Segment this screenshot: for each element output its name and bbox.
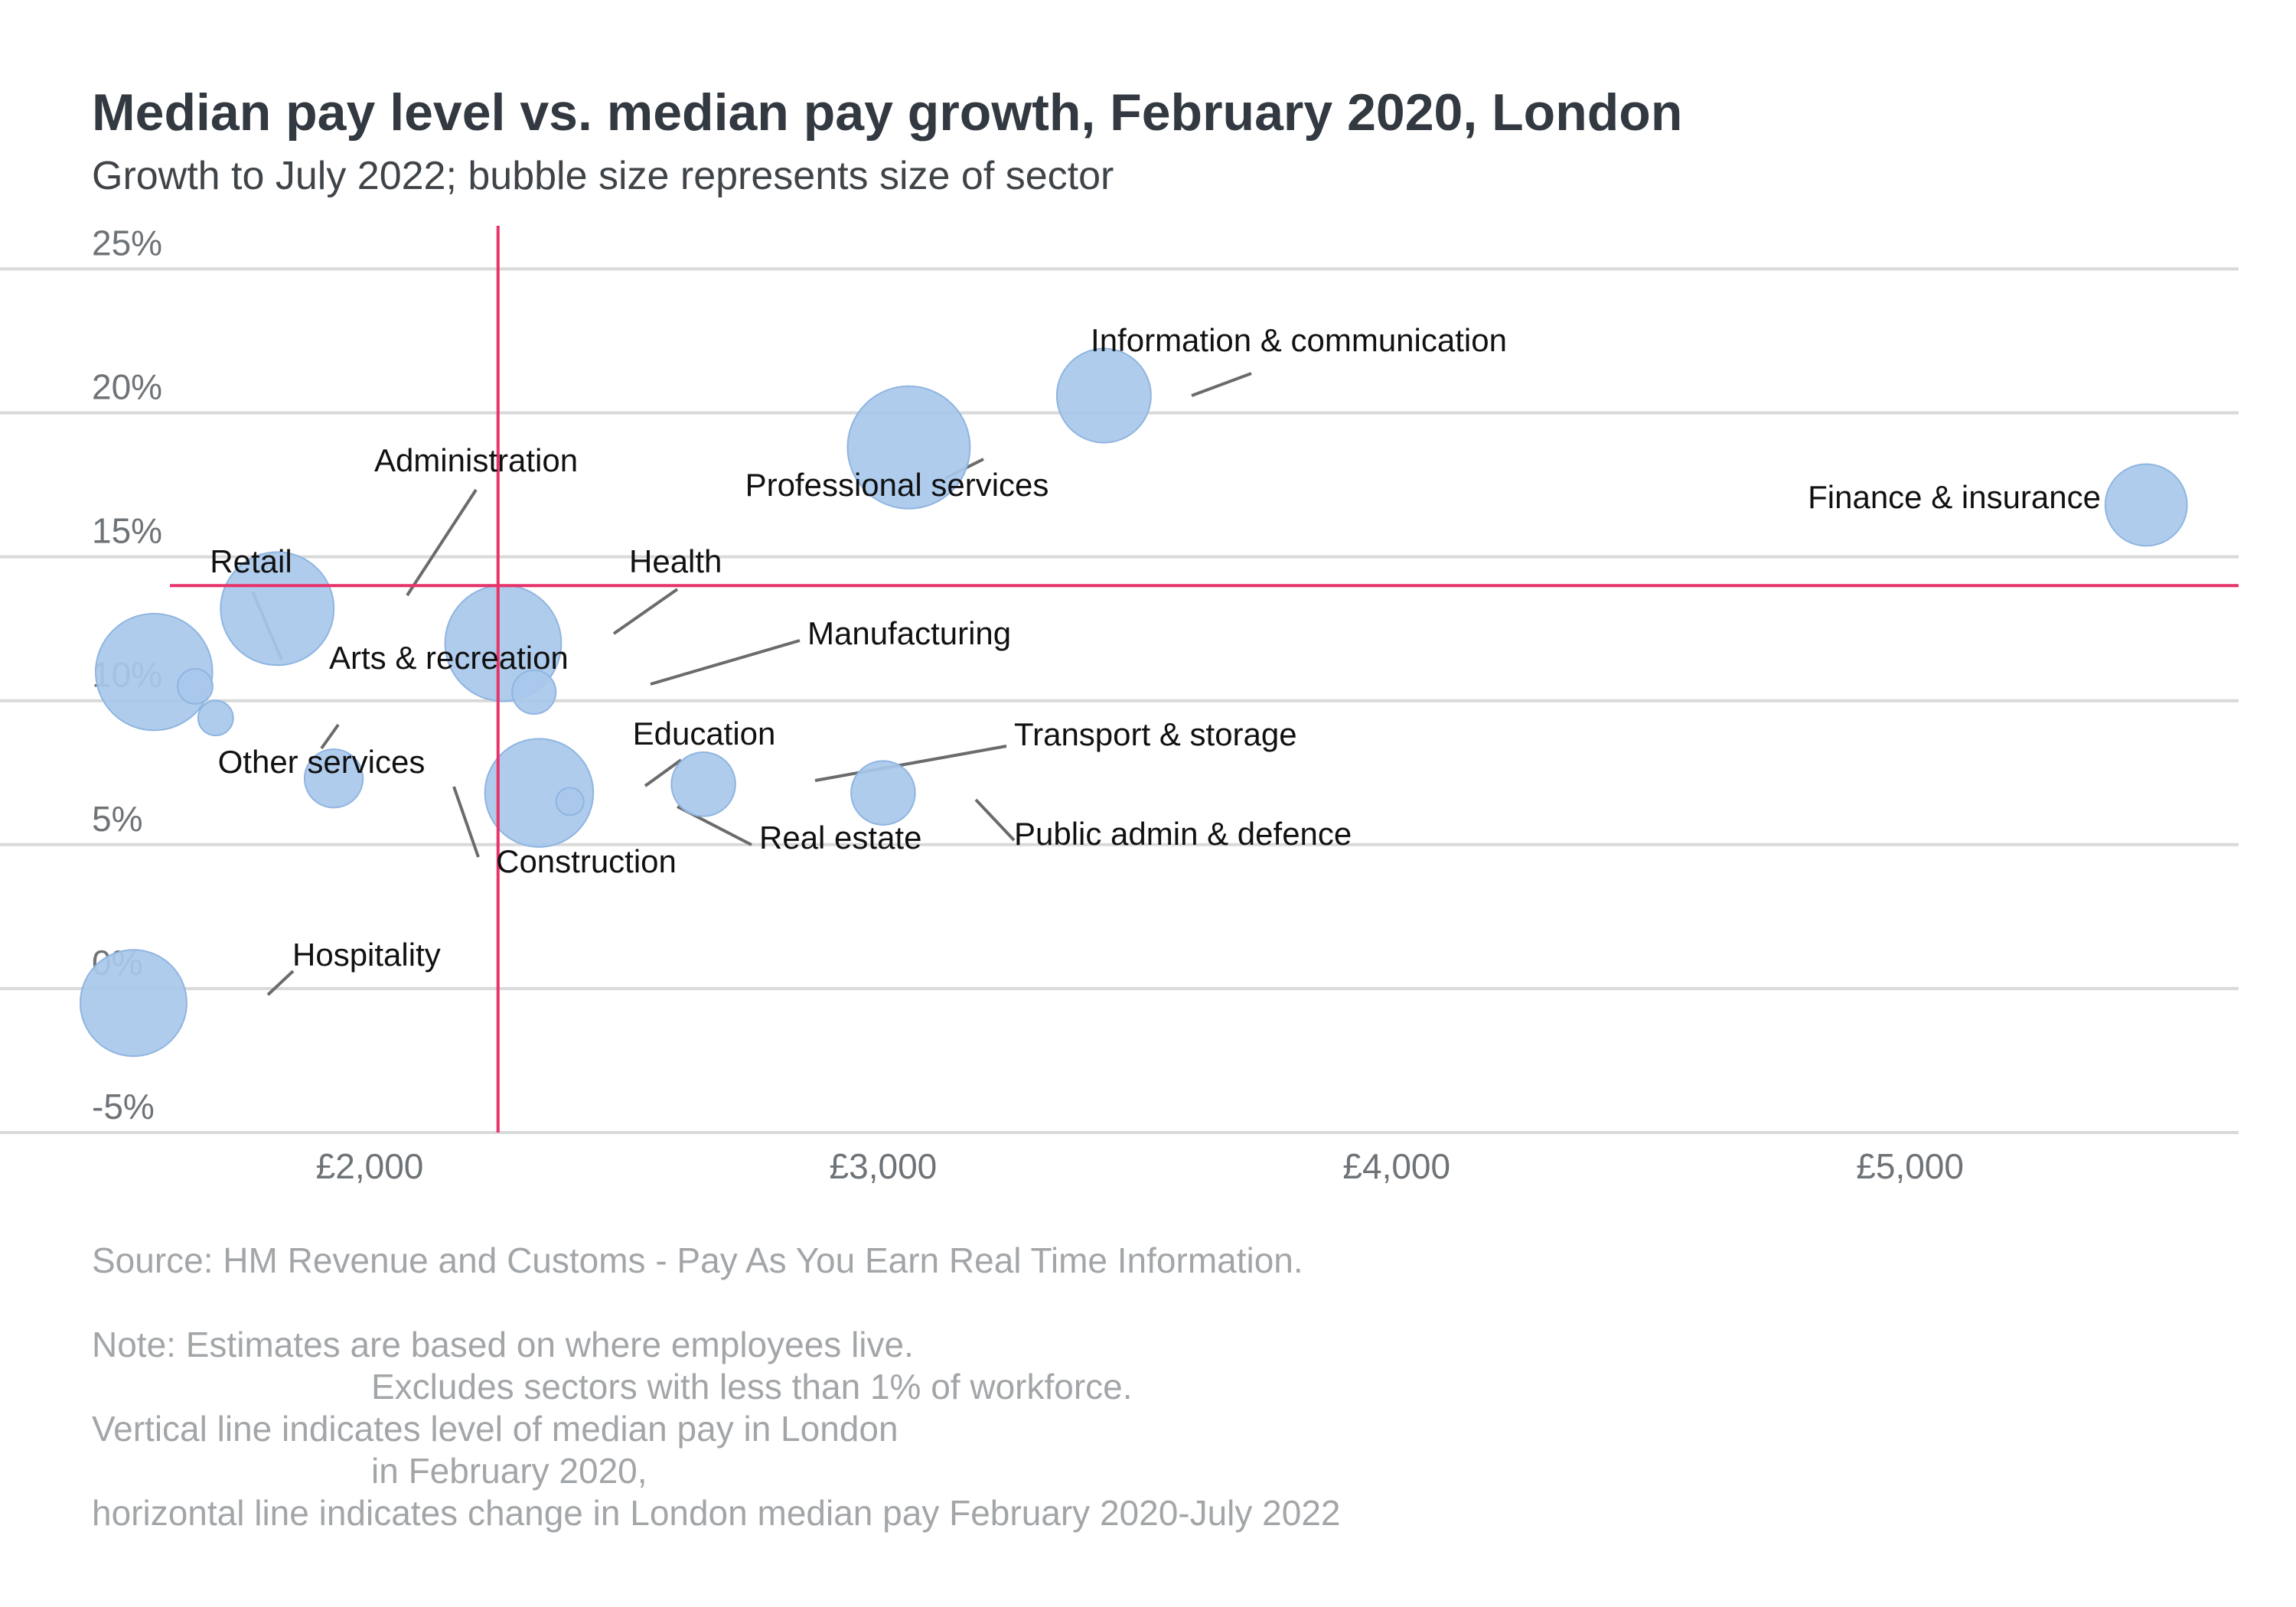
note-line-2: Excludes sectors with less than 1% of wo… <box>371 1367 1133 1407</box>
bubble-manufacturing <box>511 669 557 715</box>
bubble-hospitality <box>79 949 188 1058</box>
bubble-professional-services <box>846 385 971 510</box>
label-retail: Retail <box>210 543 292 579</box>
label-information-communication: Information & communication <box>1091 322 1507 358</box>
x-tick-label: £4,000 <box>1342 1146 1450 1186</box>
label-finance-insurance: Finance & insurance <box>1808 479 2101 515</box>
label-other-services: Other services <box>218 744 426 780</box>
leader-line-health <box>612 588 679 635</box>
bubble-public-admin-defence <box>850 760 916 826</box>
leader-line-information-communication <box>1191 372 1252 397</box>
label-hospitality: Hospitality <box>292 937 441 973</box>
leader-line-education <box>644 758 683 787</box>
x-tick-label: £5,000 <box>1856 1146 1964 1186</box>
label-professional-services: Professional services <box>745 467 1049 503</box>
leader-line-transport-storage <box>814 745 1007 782</box>
note-line-3: Vertical line indicates level of median … <box>92 1409 899 1449</box>
y-tick-label: 25% <box>92 223 162 262</box>
bubbles <box>79 347 2188 1058</box>
leader-line-administration <box>406 488 478 597</box>
bubble-labels: Retail Hospitality Arts & recreation Other … <box>210 322 2101 973</box>
reference-lines <box>170 226 2239 1133</box>
bubble-construction <box>303 748 364 809</box>
leader-lines <box>251 372 1252 996</box>
bubble-administration <box>220 551 335 667</box>
bubble-education <box>484 738 595 848</box>
label-health: Health <box>629 543 722 579</box>
bubble-arts-recreation <box>177 668 214 705</box>
y-tick-label: 5% <box>92 799 142 839</box>
bubble-information-communication <box>1055 347 1152 444</box>
chart-subtitle: Growth to July 2022; bubble size represe… <box>92 154 1114 198</box>
leader-line-construction <box>452 786 480 858</box>
label-public-admin-defence: Public admin & defence <box>1014 816 1352 852</box>
leader-line-hospitality <box>266 970 295 996</box>
label-administration: Administration <box>374 442 578 478</box>
note-line-1: Note: Estimates are based on where emplo… <box>92 1325 914 1364</box>
label-education: Education <box>633 715 776 751</box>
note-line-4: in February 2020, <box>371 1451 647 1491</box>
bubble-other-services <box>197 699 234 737</box>
note-line-5: horizontal line indicates change in Lond… <box>92 1493 1341 1533</box>
x-tick-label: £2,000 <box>316 1146 424 1186</box>
y-tick-label: -5% <box>92 1087 155 1126</box>
y-tick-label: 20% <box>92 367 162 407</box>
chart-notes: Source: HM Revenue and Customs - Pay As … <box>92 1240 1341 1534</box>
label-manufacturing: Manufacturing <box>807 615 1011 651</box>
bubble-finance-insurance <box>2104 463 2188 547</box>
gridlines <box>0 267 2239 1134</box>
chart-title: Median pay level vs. median pay growth, … <box>92 83 1683 142</box>
leader-line-manufacturing <box>650 639 801 686</box>
source-note: Source: HM Revenue and Customs - Pay As … <box>92 1240 1303 1280</box>
bubble-transport-storage <box>670 751 736 817</box>
label-construction: Construction <box>496 843 677 879</box>
y-tick-label: 15% <box>92 511 162 551</box>
bubble-real-estate <box>555 787 585 817</box>
label-arts-recreation: Arts & recreation <box>329 640 569 676</box>
leader-line-other-services <box>320 723 340 750</box>
leader-line-public-admin-defence <box>974 798 1016 842</box>
bubble-retail <box>94 612 214 732</box>
label-transport-storage: Transport & storage <box>1014 716 1297 752</box>
bubble-chart: -5%0%5%10%15%20%25% £2,000£3,000£4,000£5… <box>0 223 2239 1186</box>
x-tick-label: £3,000 <box>830 1146 938 1186</box>
label-real-estate: Real estate <box>759 820 921 856</box>
x-axis-ticks: £2,000 £3,000 £4,000 £5,000 <box>316 1146 1964 1186</box>
